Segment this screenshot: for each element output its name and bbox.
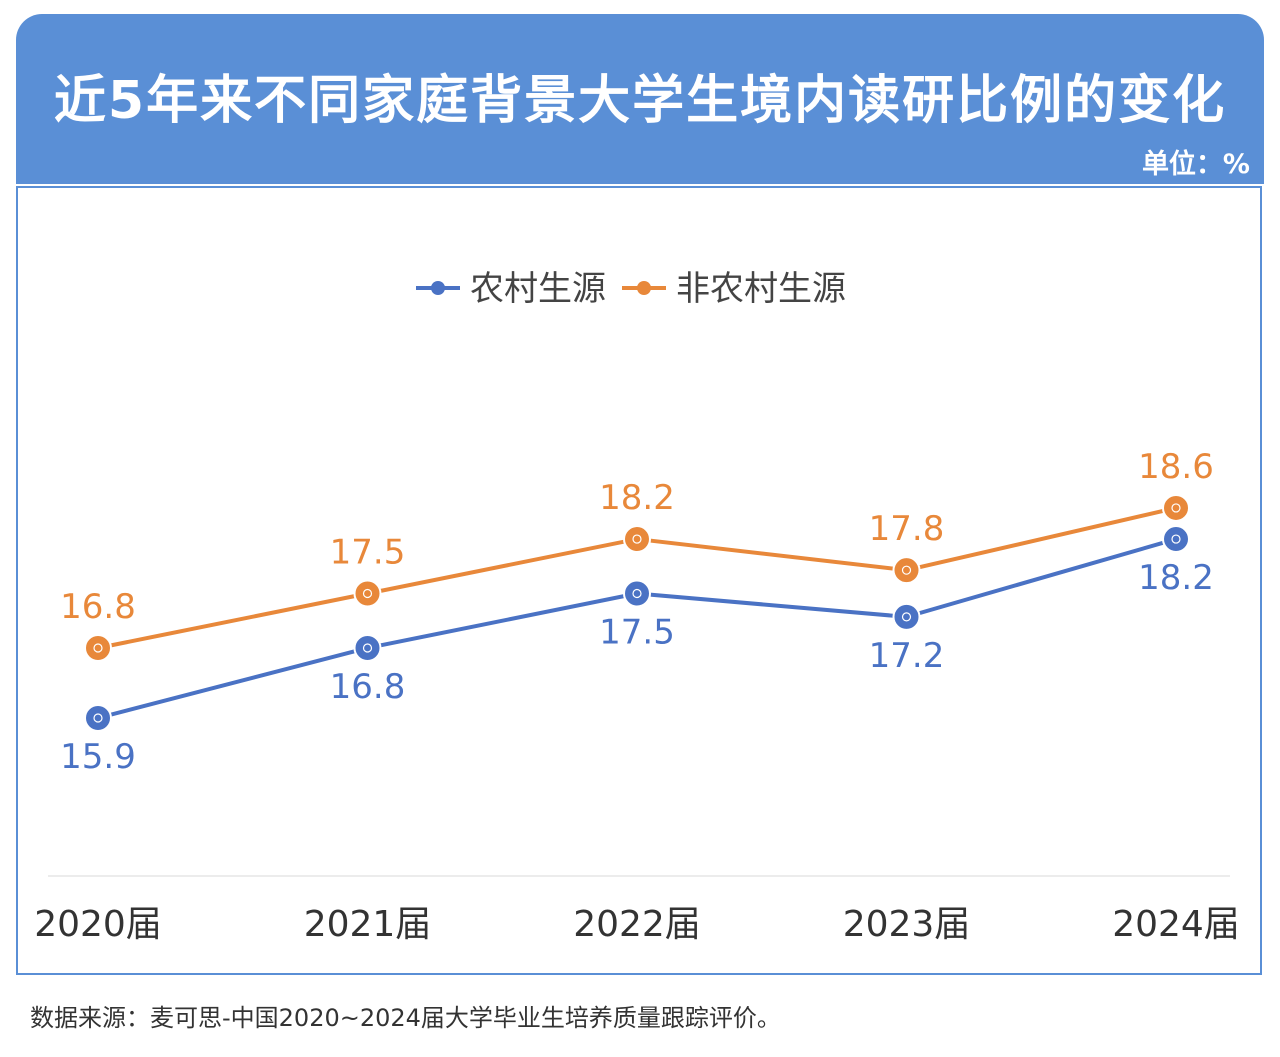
data-point xyxy=(892,602,921,631)
x-tick-label: 2024届 xyxy=(1112,904,1240,945)
line-chart: 农村生源 非农村生源 15.9 16.8 17.5 17.2 18.2 16.8 17.5 18.… xyxy=(34,269,1240,945)
data-label: 17.5 xyxy=(599,613,675,653)
chart-title: 近5年来不同家庭背景大学生境内读研比例的变化 xyxy=(53,71,1227,131)
chart-panel: 农村生源 非农村生源 15.9 16.8 17.5 17.2 18.2 16.8 17.5 18.… xyxy=(16,186,1262,975)
data-point xyxy=(84,633,112,662)
data-label: 17.8 xyxy=(869,509,945,549)
data-point xyxy=(353,633,382,662)
legend-label: 农村生源 xyxy=(470,269,606,309)
data-point xyxy=(84,704,112,732)
data-label: 16.8 xyxy=(60,587,136,627)
data-point-inner-ring xyxy=(1171,503,1181,513)
data-label: 16.8 xyxy=(330,667,406,707)
data-label: 17.5 xyxy=(330,533,406,573)
legend-swatch-marker xyxy=(637,281,651,295)
data-point-inner-ring xyxy=(362,588,373,599)
data-point xyxy=(1162,525,1190,554)
x-tick-label: 2021届 xyxy=(304,904,432,945)
x-tick-label: 2020届 xyxy=(34,904,162,945)
data-source-note: 数据来源：麦可思-中国2020~2024届大学毕业生培养质量跟踪评价。 xyxy=(30,1004,781,1032)
data-point-inner-ring xyxy=(632,588,642,599)
title-banner: 近5年来不同家庭背景大学生境内读研比例的变化 单位：% xyxy=(16,14,1264,184)
data-label: 17.2 xyxy=(869,636,945,676)
data-point-inner-ring xyxy=(93,643,103,653)
data-point xyxy=(353,579,382,608)
data-point xyxy=(623,525,651,554)
data-label: 18.2 xyxy=(1138,558,1214,598)
legend-swatch-marker xyxy=(431,281,445,295)
x-tick-label: 2023届 xyxy=(843,904,971,945)
data-point-inner-ring xyxy=(901,565,912,575)
data-point-inner-ring xyxy=(901,612,912,622)
data-label: 15.9 xyxy=(60,737,136,777)
x-tick-label: 2022届 xyxy=(573,904,701,945)
data-point xyxy=(623,579,651,608)
data-point-inner-ring xyxy=(1171,534,1181,544)
legend-label: 非农村生源 xyxy=(676,269,846,309)
data-point-inner-ring xyxy=(632,534,642,544)
data-point-inner-ring xyxy=(93,713,103,723)
data-point xyxy=(892,556,921,585)
data-point xyxy=(1162,493,1190,522)
data-label: 18.6 xyxy=(1138,447,1214,487)
data-label: 18.2 xyxy=(599,478,675,518)
data-point-inner-ring xyxy=(362,643,373,653)
unit-label: 单位：% xyxy=(1141,149,1250,180)
